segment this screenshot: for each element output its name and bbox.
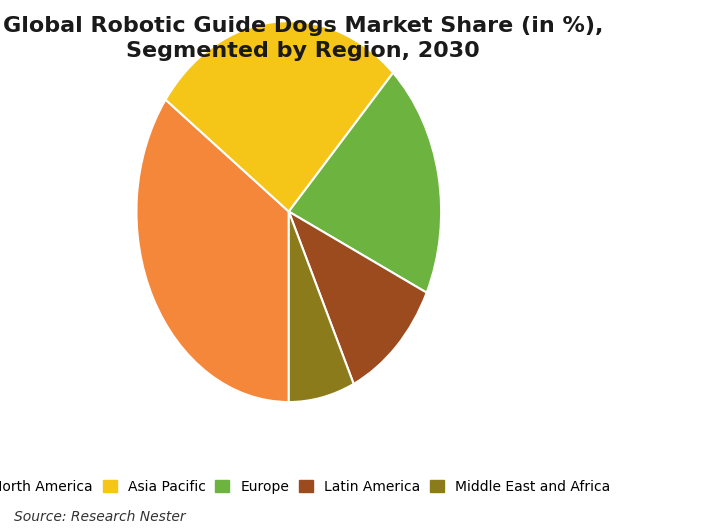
Wedge shape bbox=[289, 73, 441, 293]
Wedge shape bbox=[289, 212, 427, 384]
Text: Global Robotic Guide Dogs Market Share (in %),
Segmented by Region, 2030: Global Robotic Guide Dogs Market Share (… bbox=[3, 16, 604, 61]
Wedge shape bbox=[165, 21, 393, 212]
Wedge shape bbox=[136, 99, 289, 402]
Wedge shape bbox=[289, 212, 354, 402]
Text: Source: Research Nester: Source: Research Nester bbox=[14, 510, 186, 524]
Legend: North America, Asia Pacific, Europe, Latin America, Middle East and Africa: North America, Asia Pacific, Europe, Lat… bbox=[0, 477, 613, 497]
